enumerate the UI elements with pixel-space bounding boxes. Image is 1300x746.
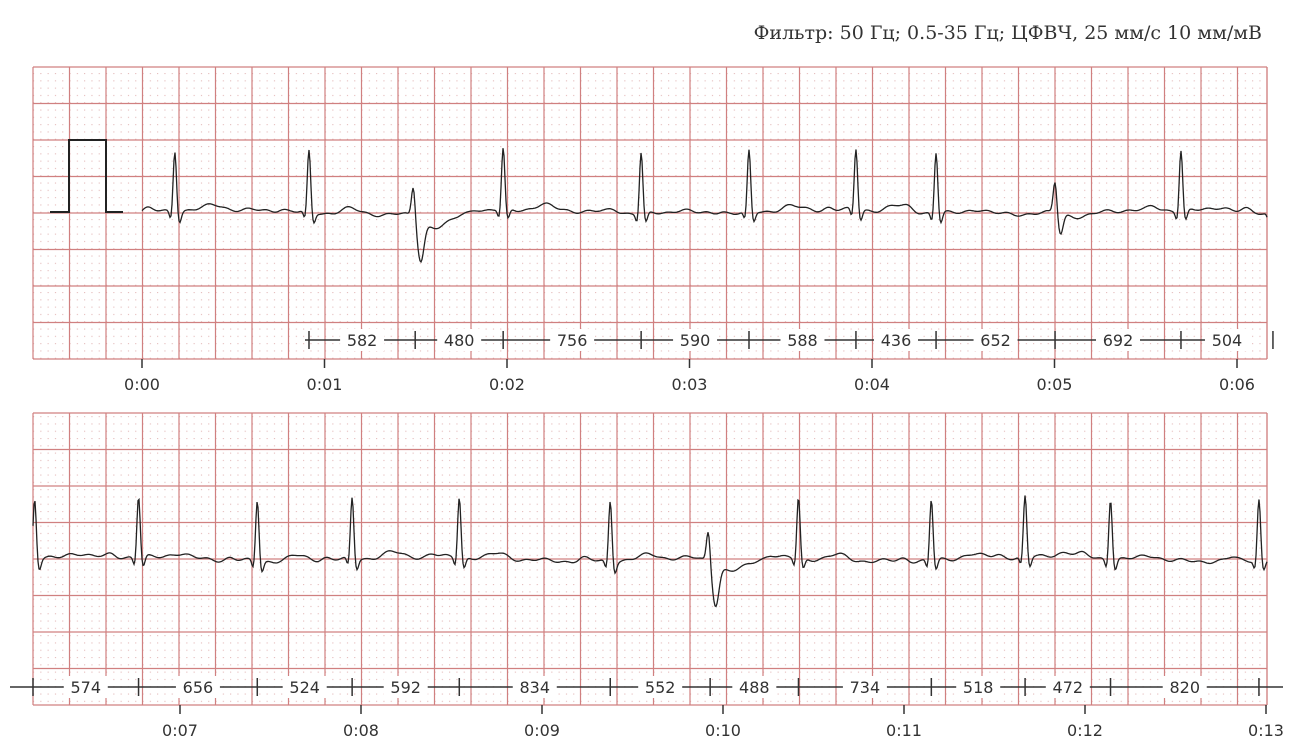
- rr-interval-label: 756: [557, 331, 588, 350]
- rr-interval-label: 590: [680, 331, 711, 350]
- time-tick-label: 0:12: [1067, 721, 1103, 740]
- ecg-trace: [141, 148, 1268, 264]
- time-tick-label: 0:03: [672, 375, 708, 394]
- rr-label-bg: [1045, 676, 1090, 698]
- rr-interval-label: 588: [787, 331, 818, 350]
- rr-interval-label: 820: [1169, 678, 1200, 697]
- rr-label-bg: [383, 676, 428, 698]
- rr-label-bg: [512, 676, 557, 698]
- rr-label-bg: [550, 329, 595, 351]
- rr-label-bg: [340, 329, 385, 351]
- rr-interval-bar: 582 480 756 590 588 436 652 692 504: [305, 329, 1274, 351]
- ecg-row-2: 574 656 524 592 834 552 488 734 518 472 820 0:07 0:0…: [10, 412, 1284, 740]
- rr-interval-label: 472: [1053, 678, 1084, 697]
- rr-label-bg: [673, 329, 718, 351]
- rr-label-bg: [1204, 329, 1249, 351]
- rr-interval-label: 552: [645, 678, 676, 697]
- rr-interval-label: 574: [71, 678, 102, 697]
- rr-interval-label: 436: [881, 331, 912, 350]
- rr-interval-label: 692: [1103, 331, 1134, 350]
- time-tick-label: 0:13: [1248, 721, 1284, 740]
- rr-label-bg: [638, 676, 683, 698]
- rr-interval-label: 480: [444, 331, 475, 350]
- rr-interval-label: 834: [519, 678, 550, 697]
- rr-label-bg: [1096, 329, 1141, 351]
- time-tick-label: 0:11: [886, 721, 922, 740]
- rr-interval-label: 524: [289, 678, 320, 697]
- rr-label-bg: [1162, 676, 1207, 698]
- rr-label-bg: [175, 676, 220, 698]
- time-tick-label: 0:01: [307, 375, 343, 394]
- rr-label-bg: [842, 676, 887, 698]
- rr-interval-label: 582: [347, 331, 378, 350]
- rr-label-bg: [282, 676, 327, 698]
- rr-interval-label: 488: [739, 678, 770, 697]
- rr-label-bg: [732, 676, 777, 698]
- rr-label-bg: [63, 676, 108, 698]
- rr-interval-label: 656: [183, 678, 214, 697]
- time-tick-label: 0:07: [162, 721, 198, 740]
- rr-interval-bar: 574 656 524 592 834 552 488 734 518 472 820: [10, 676, 1283, 698]
- time-tick-label: 0:06: [1219, 375, 1255, 394]
- time-tick-label: 0:04: [854, 375, 890, 394]
- rr-label-bg: [873, 329, 918, 351]
- rr-label-bg: [437, 329, 482, 351]
- calibration-pulse: [50, 139, 123, 213]
- time-tick-label: 0:09: [524, 721, 560, 740]
- ecg-row-1: 582 480 756 590 588 436 652 692 504 0:00 0:01 0:02 0…: [32, 66, 1274, 394]
- time-tick-label: 0:02: [489, 375, 525, 394]
- filter-settings-text: Фильтр: 50 Гц; 0.5-35 Гц; ЦФВЧ, 25 мм/с …: [754, 22, 1262, 44]
- ecg-trace: [32, 495, 1268, 608]
- time-tick-label: 0:00: [124, 375, 160, 394]
- time-tick-label: 0:10: [705, 721, 741, 740]
- rr-interval-label: 734: [850, 678, 881, 697]
- rr-label-bg: [956, 676, 1001, 698]
- rr-interval-label: 504: [1212, 331, 1243, 350]
- rr-interval-label: 592: [390, 678, 421, 697]
- time-tick-label: 0:08: [343, 721, 379, 740]
- time-tick-label: 0:05: [1037, 375, 1073, 394]
- rr-interval-label: 652: [980, 331, 1011, 350]
- rr-interval-label: 518: [963, 678, 994, 697]
- rr-label-bg: [973, 329, 1018, 351]
- rr-label-bg: [780, 329, 825, 351]
